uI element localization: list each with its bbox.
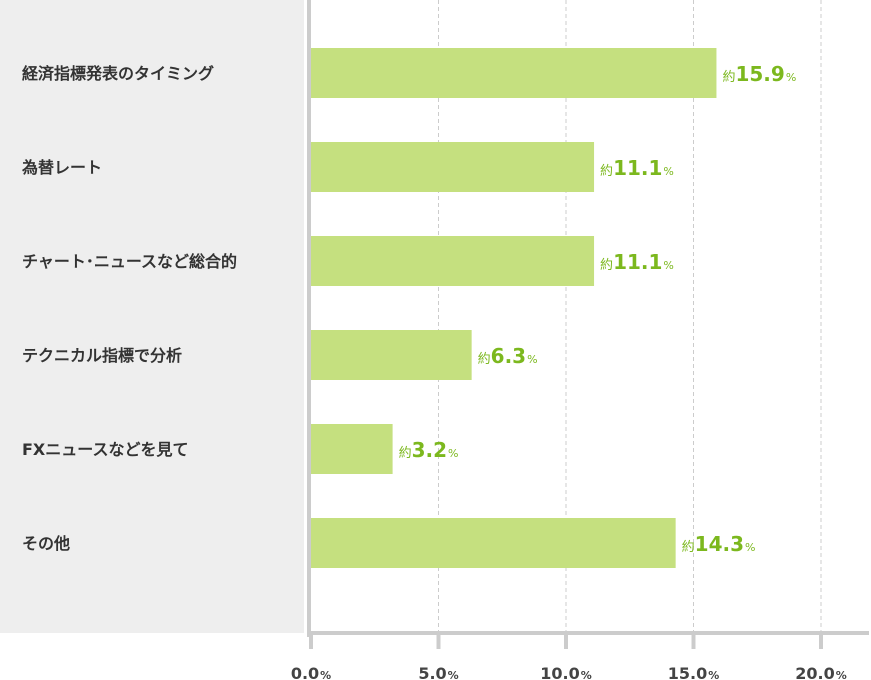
tick-number: 5.0 <box>418 664 446 680</box>
bar-0 <box>311 48 717 98</box>
category-label-panel <box>0 0 304 633</box>
bars <box>311 48 717 568</box>
category-labels: 経済指標発表のタイミング為替レートチャート･ニュースなど総合的テクニカル指標で分… <box>22 64 237 553</box>
category-label-2: チャート･ニュースなど総合的 <box>22 252 237 271</box>
value-number: 3.2 <box>412 438 447 462</box>
x-tick-label-3: 15.0% <box>668 664 720 680</box>
x-tick-label-0: 0.0% <box>291 664 331 680</box>
tick-number: 20.0 <box>795 664 834 680</box>
value-label-1: 約11.1% <box>600 156 674 180</box>
value-number: 14.3 <box>695 532 744 556</box>
tick-unit: % <box>708 669 719 680</box>
tick-unit: % <box>836 669 847 680</box>
value-unit: % <box>527 353 537 366</box>
bar-5 <box>311 518 676 568</box>
tick-unit: % <box>448 669 459 680</box>
x-tick-label-4: 20.0% <box>795 664 847 680</box>
tick-unit: % <box>581 669 592 680</box>
value-prefix: 約 <box>478 352 491 367</box>
tick-number: 0.0 <box>291 664 319 680</box>
value-number: 11.1 <box>613 156 662 180</box>
value-label-3: 約6.3% <box>478 344 538 368</box>
value-prefix: 約 <box>399 446 412 461</box>
value-label-2: 約11.1% <box>600 250 674 274</box>
bar-1 <box>311 142 595 192</box>
value-unit: % <box>663 259 673 272</box>
value-number: 15.9 <box>735 62 784 86</box>
value-prefix: 約 <box>600 258 613 273</box>
category-label-3: テクニカル指標で分析 <box>22 346 182 365</box>
x-tick-label-1: 5.0% <box>418 664 458 680</box>
value-prefix: 約 <box>722 70 735 85</box>
value-labels: 約15.9%約11.1%約11.1%約6.3%約3.2%約14.3% <box>399 62 797 556</box>
category-label-5: その他 <box>22 534 70 553</box>
category-label-4: FXニュースなどを見て <box>22 440 188 459</box>
x-tick-labels: 0.0% 5.0% 10.0% 15.0% 20.0% <box>291 664 847 680</box>
value-label-5: 約14.3% <box>682 532 756 556</box>
category-label-1: 為替レート <box>22 158 102 177</box>
value-label-4: 約3.2% <box>399 438 459 462</box>
value-number: 11.1 <box>613 250 662 274</box>
x-tick-label-2: 10.0% <box>540 664 592 680</box>
axes <box>307 0 869 649</box>
value-unit: % <box>448 447 458 460</box>
value-label-0: 約15.9% <box>722 62 796 86</box>
tick-number: 10.0 <box>540 664 579 680</box>
bar-3 <box>311 330 472 380</box>
bar-2 <box>311 236 595 286</box>
category-label-0: 経済指標発表のタイミング <box>22 64 214 83</box>
value-number: 6.3 <box>491 344 526 368</box>
value-unit: % <box>663 165 673 178</box>
value-unit: % <box>745 541 755 554</box>
tick-number: 15.0 <box>668 664 707 680</box>
value-prefix: 約 <box>682 540 695 555</box>
tick-unit: % <box>320 669 331 680</box>
bar-4 <box>311 424 393 474</box>
value-unit: % <box>786 71 796 84</box>
value-prefix: 約 <box>600 164 613 179</box>
